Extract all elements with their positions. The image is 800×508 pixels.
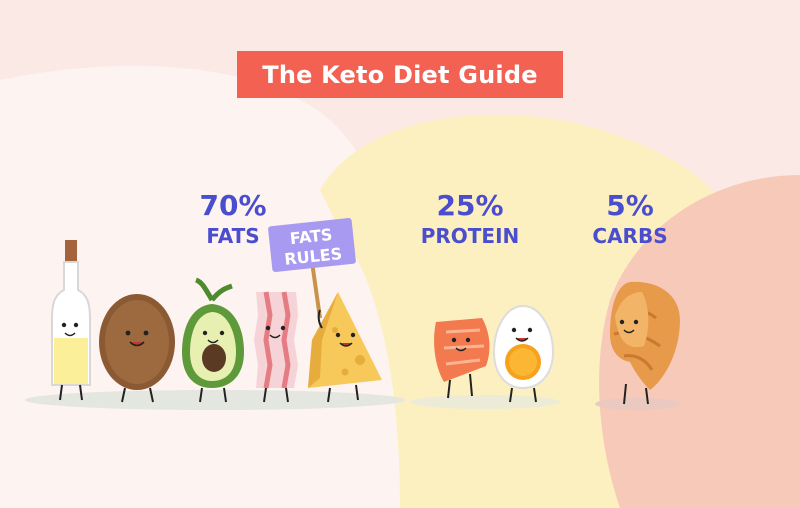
cheese-icon (308, 292, 382, 403)
ground-shadow-carbs (595, 398, 679, 410)
carbs-percent: 5% (606, 189, 654, 222)
olive-oil-bottle-icon (51, 240, 91, 401)
fats-percent: 70% (199, 189, 267, 222)
ground-shadow-protein (410, 395, 560, 409)
fats-rules-sign: FATS RULES (268, 218, 356, 319)
coconut-icon (99, 294, 175, 403)
egg-icon (492, 304, 555, 403)
salmon-icon (434, 318, 490, 399)
title-banner: The Keto Diet Guide (237, 51, 563, 98)
bacon-icon (254, 291, 298, 403)
macro-protein: 25% PROTEIN (405, 189, 535, 248)
ground-shadow-fats (25, 390, 405, 410)
croissant-icon (610, 281, 680, 405)
carbs-label: CARBS (592, 224, 668, 248)
protein-label: PROTEIN (420, 224, 520, 248)
avocado-icon (182, 277, 244, 403)
carbs-blob (599, 175, 800, 508)
page-title: The Keto Diet Guide (262, 60, 538, 89)
macro-fats: 70% FATS (188, 189, 278, 248)
protein-percent: 25% (436, 189, 504, 222)
sign-line-1: FATS (289, 225, 333, 248)
macro-carbs: 5% CARBS (580, 189, 680, 248)
fats-label: FATS (206, 224, 260, 248)
